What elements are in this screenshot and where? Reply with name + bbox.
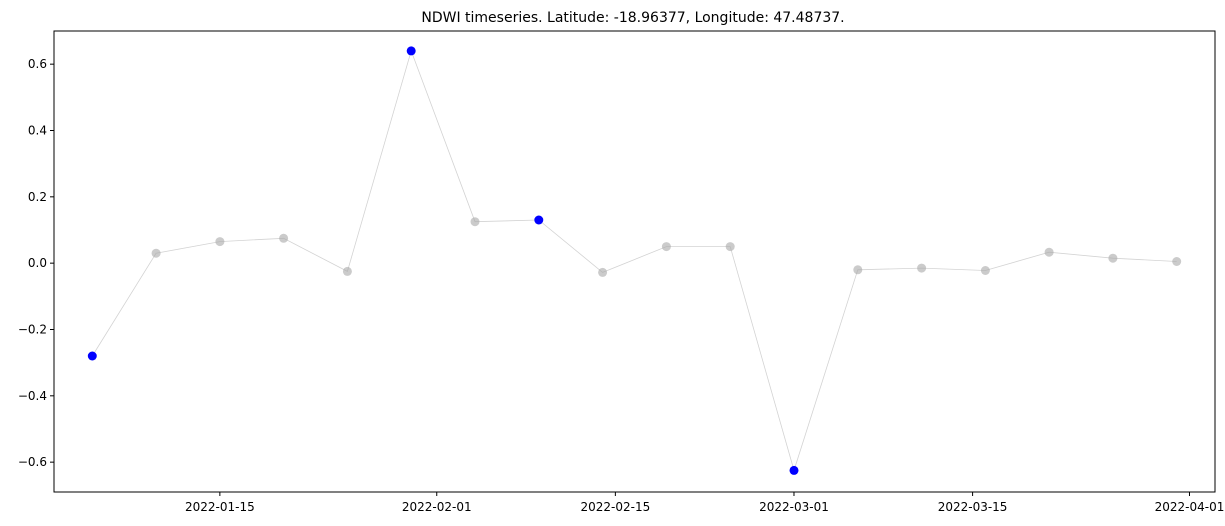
data-point-highlighted	[87, 351, 97, 361]
data-point	[917, 263, 927, 273]
x-tick-label: 2022-02-01	[402, 500, 472, 514]
series-line	[91, 49, 1177, 472]
series-line-path	[91, 49, 1177, 472]
data-point	[980, 266, 990, 275]
data-point	[1108, 253, 1118, 263]
data-point-highlighted	[789, 465, 799, 475]
y-tick-label: 0.0	[28, 256, 47, 270]
data-point	[853, 265, 863, 275]
y-tick-label: 0.2	[28, 190, 47, 204]
x-tick-label: 2022-03-01	[759, 500, 829, 514]
data-point	[598, 267, 608, 277]
x-tick-label: 2022-02-15	[580, 500, 650, 514]
data-point	[725, 242, 735, 252]
data-point	[151, 248, 161, 258]
y-tick-label: −0.6	[18, 455, 47, 469]
x-tick-label: 2022-04-01	[1155, 500, 1225, 514]
data-point-highlighted	[534, 215, 544, 225]
data-point	[215, 237, 225, 247]
data-point	[342, 266, 352, 276]
y-tick-label: −0.2	[18, 322, 47, 336]
x-tick-label: 2022-03-15	[938, 500, 1008, 514]
x-axis: 2022-01-15 2022-02-01 2022-02-15 2022-03-01…	[185, 492, 1224, 514]
chart-title: NDWI timeseries. Latitude: -18.96377, Lo…	[421, 10, 844, 26]
data-point	[470, 217, 480, 227]
y-tick-label: 0.4	[28, 123, 47, 137]
x-tick-label: 2022-01-15	[185, 500, 255, 514]
data-point	[1044, 247, 1054, 257]
data-point	[279, 233, 289, 243]
data-point	[1172, 257, 1182, 266]
data-point-highlighted	[406, 46, 416, 56]
series-points	[87, 46, 1182, 475]
plot-area-frame	[53, 30, 1216, 493]
y-tick-label: −0.4	[18, 389, 47, 403]
y-axis: 0.6 0.4 0.2 0.0 −0.2 −0.4 −0.6	[18, 57, 54, 469]
y-tick-label: 0.6	[28, 57, 47, 71]
data-point	[661, 242, 671, 252]
